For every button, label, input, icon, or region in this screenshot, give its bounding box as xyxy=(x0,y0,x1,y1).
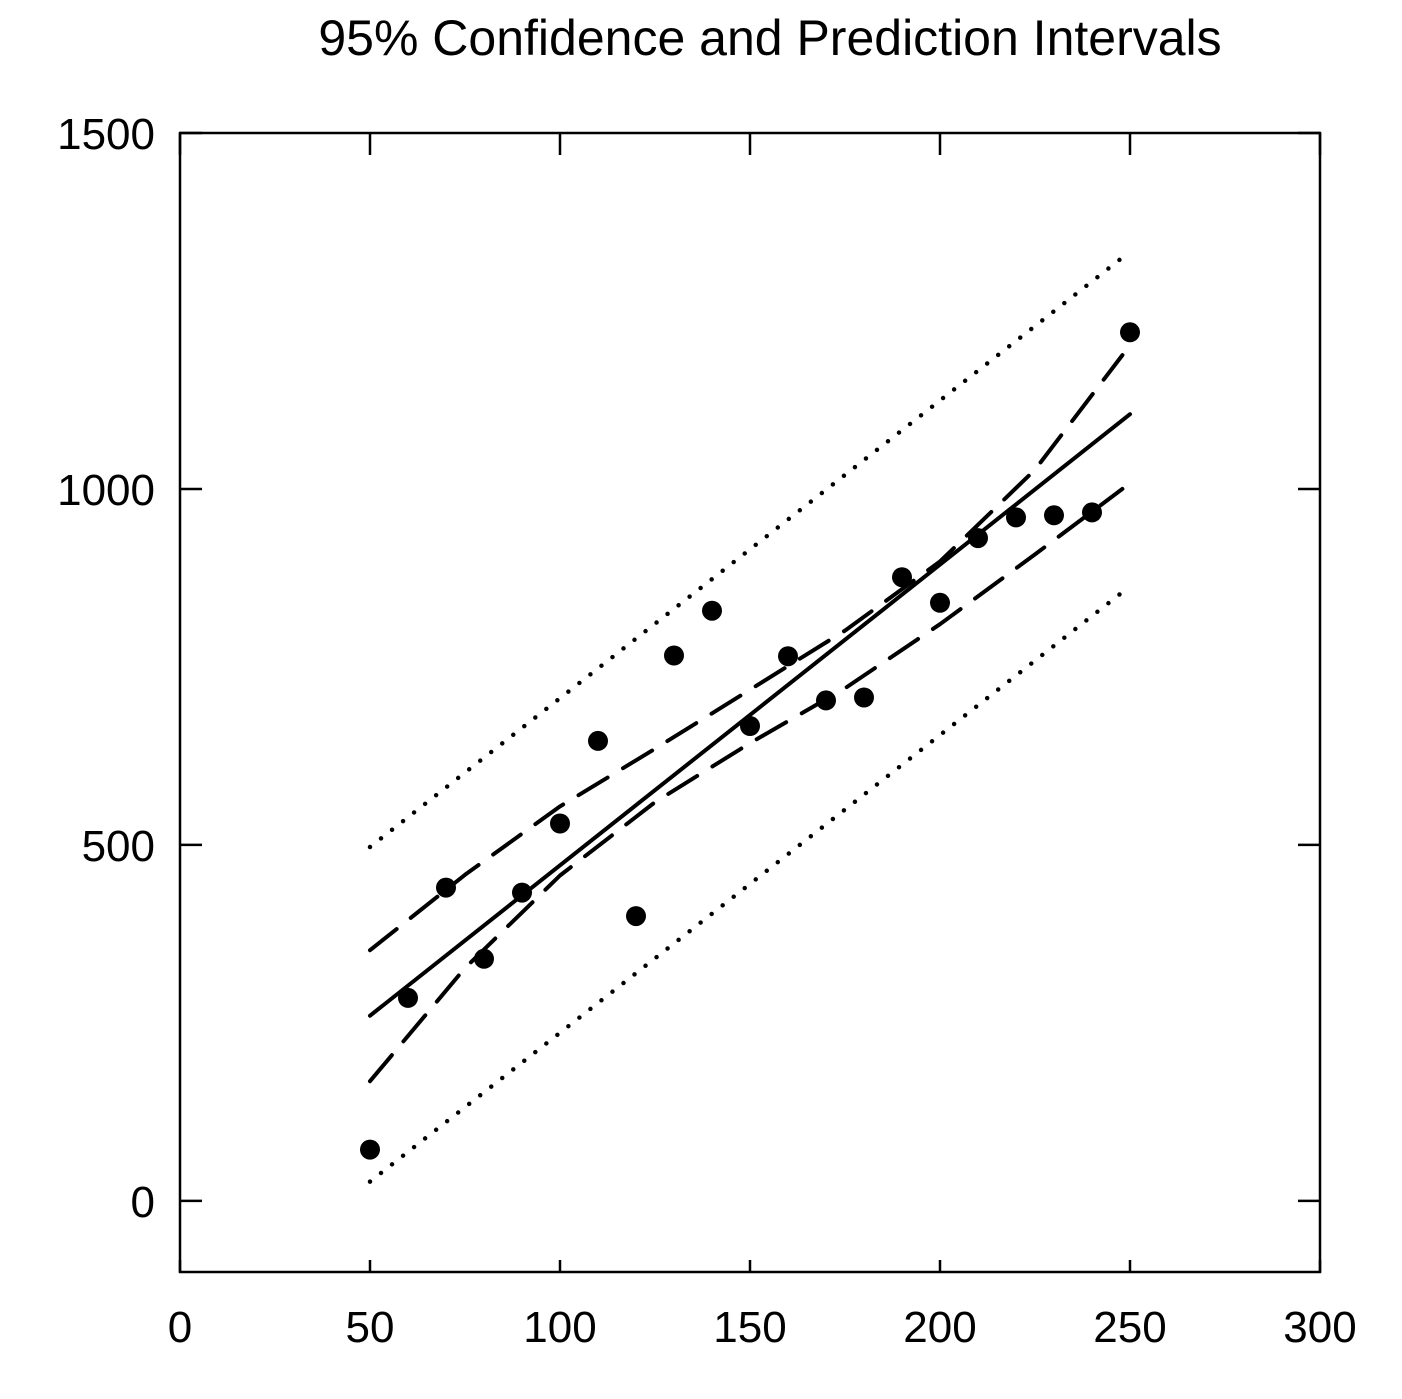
prediction-lower-line xyxy=(367,589,1125,1184)
regression-line xyxy=(368,412,1132,1018)
data-point xyxy=(664,645,684,666)
data-point xyxy=(930,592,950,613)
x-tick-label: 250 xyxy=(1093,1303,1166,1352)
data-point xyxy=(1006,507,1026,528)
x-axis: 0 50 100 150 200 250 300 xyxy=(168,133,1357,1352)
data-point xyxy=(626,906,646,927)
x-tick-label: 0 xyxy=(168,1303,192,1352)
plot-frame xyxy=(178,131,1322,1274)
x-tick-label: 200 xyxy=(903,1303,976,1352)
data-point xyxy=(854,687,874,708)
y-tick-label: 1500 xyxy=(57,110,155,159)
data-point xyxy=(474,948,494,969)
data-point xyxy=(702,600,722,621)
data-points xyxy=(360,322,1140,1160)
x-tick-label: 100 xyxy=(523,1303,596,1352)
data-point xyxy=(892,567,912,588)
y-tick-label: 500 xyxy=(82,822,155,871)
data-point xyxy=(588,730,608,751)
x-tick-label: 150 xyxy=(713,1303,786,1352)
data-point xyxy=(1120,322,1140,343)
data-point xyxy=(968,528,988,549)
data-point xyxy=(1044,505,1064,526)
data-point xyxy=(512,882,532,903)
y-tick-label: 1000 xyxy=(57,466,155,515)
data-point xyxy=(1082,502,1102,523)
data-point xyxy=(398,987,418,1008)
y-axis: 0 500 1000 1500 xyxy=(57,110,1320,1227)
chart-title: 95% Confidence and Prediction Intervals xyxy=(318,10,1221,66)
confidence-lower-line xyxy=(368,486,1125,1084)
data-point xyxy=(778,646,798,667)
data-point xyxy=(740,716,760,736)
data-point xyxy=(550,813,570,834)
data-point xyxy=(816,690,836,711)
confidence-upper-line xyxy=(368,353,1125,953)
data-point xyxy=(360,1139,380,1160)
data-point xyxy=(436,877,456,898)
prediction-upper-line xyxy=(367,255,1125,850)
x-tick-label: 50 xyxy=(346,1303,395,1352)
x-tick-label: 300 xyxy=(1283,1303,1356,1352)
interval-lines xyxy=(367,255,1132,1184)
y-tick-label: 0 xyxy=(131,1178,155,1227)
